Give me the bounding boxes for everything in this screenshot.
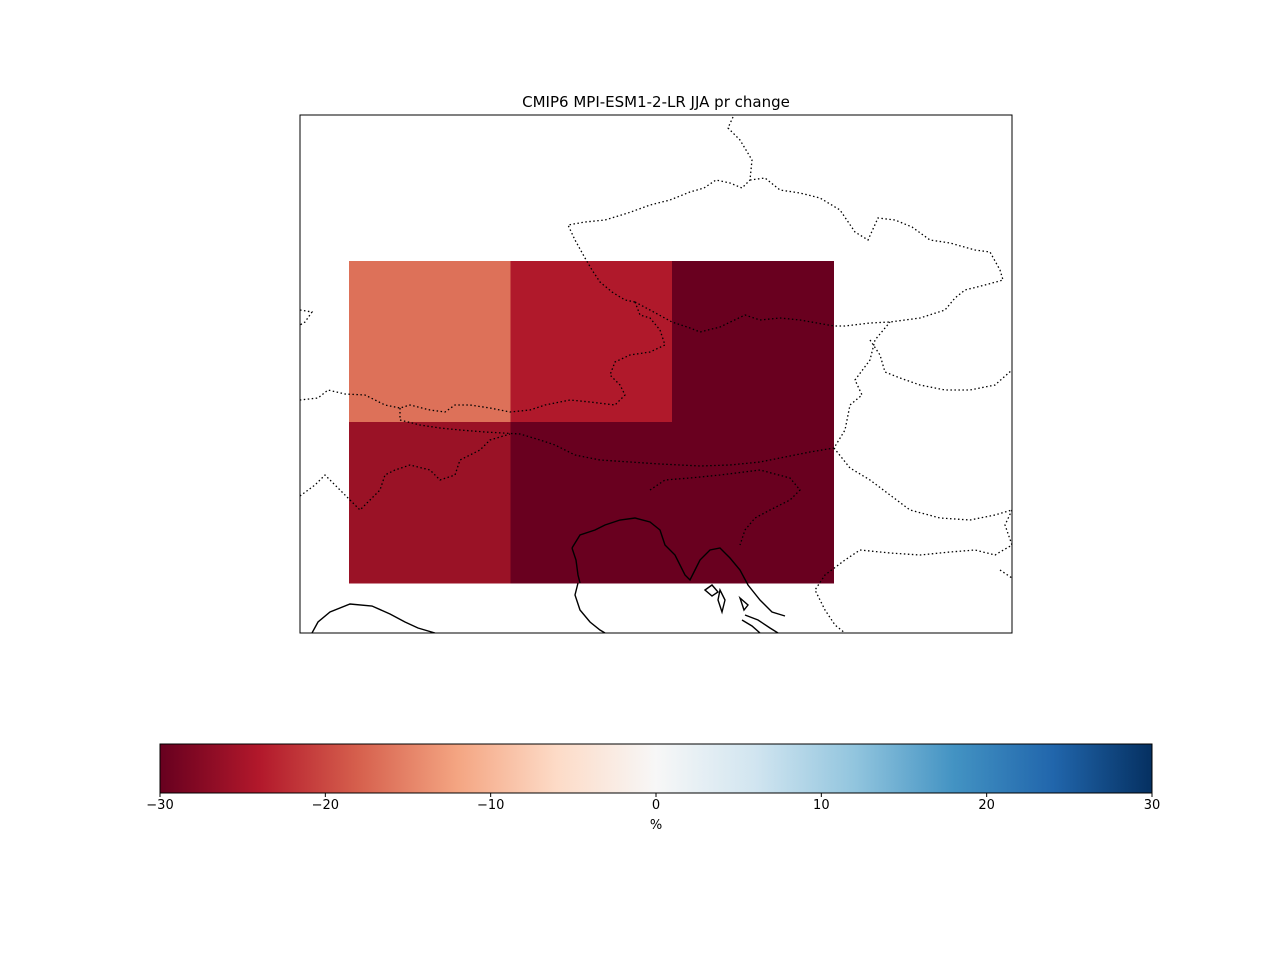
grid-cell-r1-c1 [510, 422, 673, 584]
colorbar-tick-label: −10 [477, 798, 504, 813]
coast-island-pag [744, 614, 779, 633]
coast-island-small [741, 619, 761, 633]
border-austria-hungary [869, 339, 1012, 391]
colorbar: −30 −20 −10 0 10 20 30 % [146, 743, 1160, 833]
border-east-edge [999, 569, 1012, 579]
border-slovenia-croatia [649, 469, 801, 546]
grid-cells [349, 261, 834, 584]
map-frame [299, 114, 1013, 634]
grid-cell-r1-c2 [672, 422, 834, 584]
colorbar-tick-label: −20 [312, 798, 339, 813]
coast-island-rab [738, 595, 749, 612]
colorbar-fill [160, 744, 1152, 793]
country-borders [300, 116, 1012, 633]
colorbar-tick-label: 0 [652, 798, 660, 813]
border-czech-east [749, 177, 1004, 327]
border-austria-south [399, 321, 891, 467]
coast-island-cres [717, 587, 726, 615]
coast-island-krk [703, 584, 720, 597]
border-croatia-hungary [833, 447, 1012, 521]
border-croatia-bosnia [814, 509, 1012, 633]
map-title: CMIP6 MPI-ESM1-2-LR JJA pr change [522, 93, 790, 111]
grid-cell-r0-c2 [672, 261, 834, 423]
border-swiss-italy [300, 433, 511, 511]
coast-istria [571, 547, 581, 584]
coast-adriatic-north [571, 517, 786, 617]
grid-cell-r0-c0 [349, 261, 511, 423]
border-austria-germany [634, 301, 835, 333]
colorbar-tick-label: 30 [1144, 798, 1161, 813]
coast-italy-adriatic [574, 582, 606, 633]
coast-italy-north [311, 603, 436, 633]
colorbar-label: % [650, 818, 662, 833]
grid-cell-r1-c0 [349, 422, 511, 584]
colorbar-tick-label: 20 [978, 798, 995, 813]
colorbar-tick-label: −30 [146, 798, 173, 813]
colorbar-ticks: −30 −20 −10 0 10 20 30 [146, 793, 1160, 813]
border-austria-germany-west [300, 301, 666, 413]
grid-cell-r0-c1 [510, 261, 673, 423]
coastlines [311, 517, 786, 633]
colorbar-tick-label: 10 [813, 798, 830, 813]
map-axes [300, 115, 1012, 633]
